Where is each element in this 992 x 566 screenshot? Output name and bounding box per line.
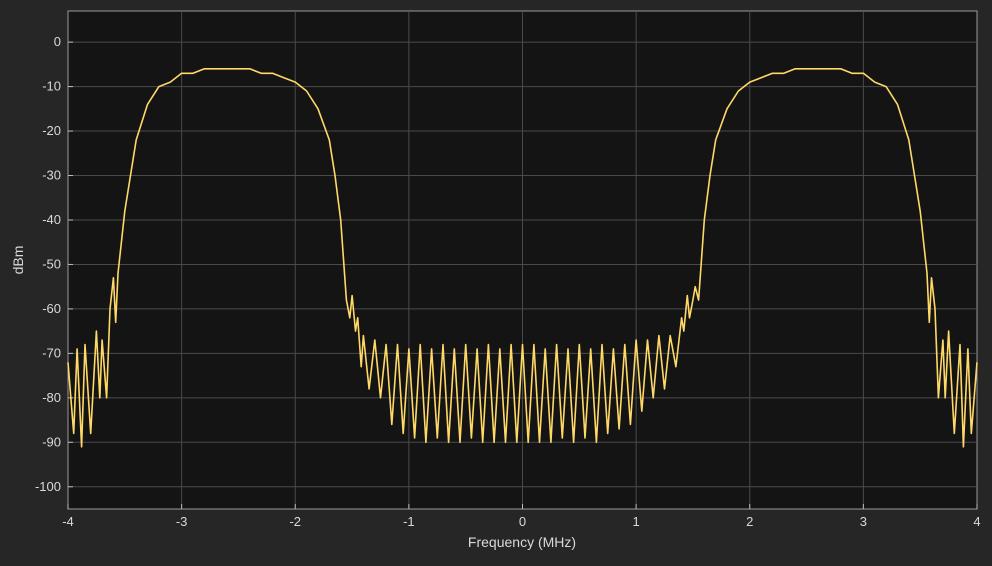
y-tick-label: -40 <box>42 212 61 227</box>
x-tick-label: 3 <box>860 514 867 529</box>
x-tick-label: 2 <box>746 514 753 529</box>
y-tick-label: -80 <box>42 390 61 405</box>
spectrum-series-line <box>67 68 978 448</box>
x-tick-label: -3 <box>176 514 188 529</box>
y-tick-label: -60 <box>42 301 61 316</box>
y-tick-label: -20 <box>42 123 61 138</box>
x-axis-label: Frequency (MHz) <box>468 534 576 550</box>
y-tick-label: -50 <box>42 256 61 271</box>
series-layer <box>67 68 978 448</box>
axis-ticks: -4 -3 -2 -1 0 1 2 3 40-10-20-30-40-50-60-70-80-9… <box>35 34 981 529</box>
x-tick-label: 0 <box>519 514 526 529</box>
x-tick-label: -1 <box>403 514 415 529</box>
y-tick-label: 0 <box>54 34 61 49</box>
y-axis-label: dBm <box>10 246 26 275</box>
grid <box>68 11 977 509</box>
x-tick-label: 1 <box>633 514 640 529</box>
y-tick-label: -30 <box>42 168 61 183</box>
x-tick-label: 4 <box>973 514 980 529</box>
y-tick-label: -100 <box>35 479 61 494</box>
x-tick-label: -4 <box>62 514 74 529</box>
y-tick-label: -90 <box>42 434 61 449</box>
y-tick-label: -70 <box>42 345 61 360</box>
x-tick-label: -2 <box>289 514 301 529</box>
y-tick-label: -10 <box>42 79 61 94</box>
